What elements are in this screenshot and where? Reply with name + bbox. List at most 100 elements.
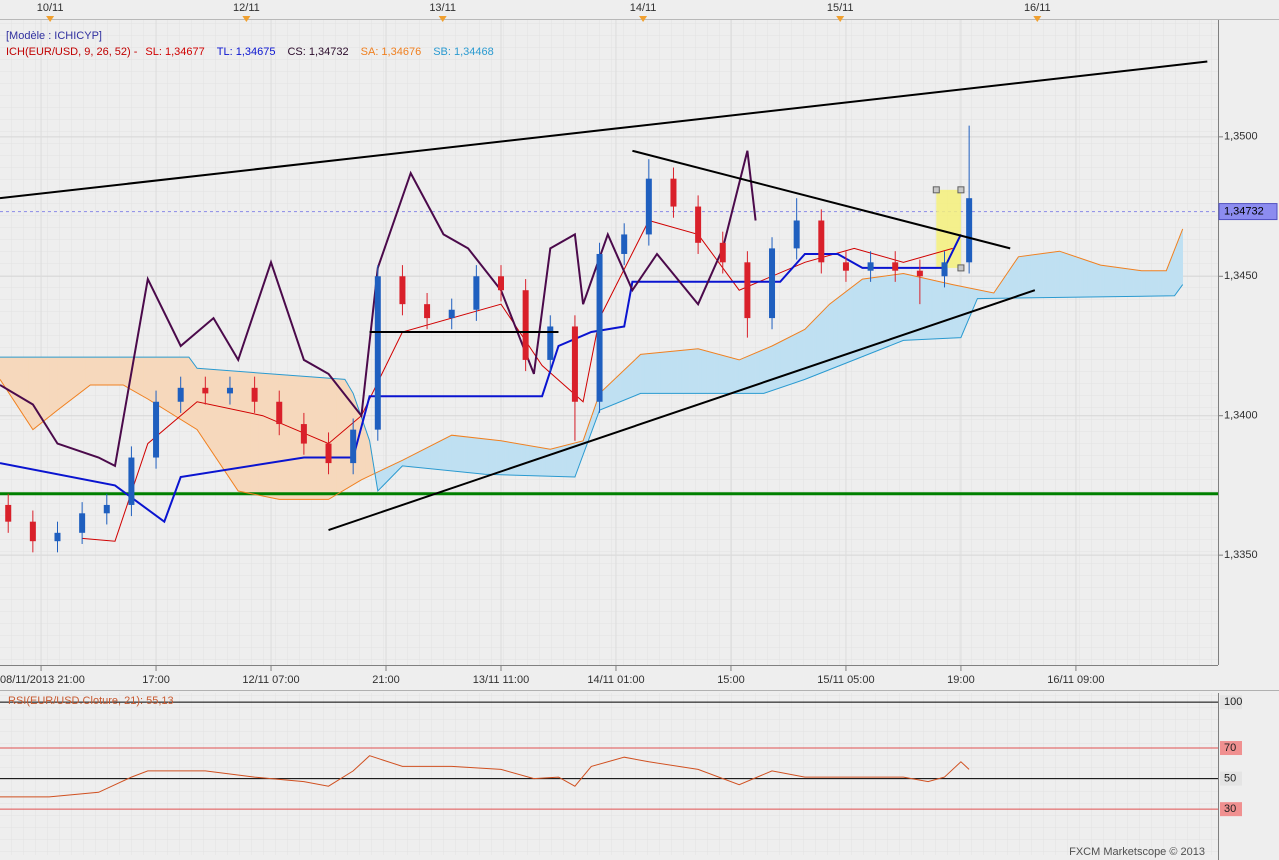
cloud-fill — [718, 354, 724, 394]
cloud-fill — [122, 356, 128, 388]
cloud-fill — [903, 273, 908, 341]
cloud-fill — [57, 356, 62, 411]
cloud-fill — [1046, 252, 1052, 298]
cloud-fill — [1104, 265, 1110, 298]
cloud-fill — [890, 274, 896, 346]
cloud-fill — [307, 376, 313, 500]
cloud-fill — [886, 274, 892, 348]
cloud-fill — [681, 349, 687, 394]
cloud-fill — [788, 335, 793, 386]
plot-area — [0, 20, 1218, 665]
indicator-line — [82, 219, 953, 542]
cloud-fill — [697, 348, 703, 394]
candle-body — [350, 429, 357, 464]
cloud-fill — [726, 356, 732, 394]
cloud-fill — [775, 341, 781, 390]
cloud-fill — [853, 281, 859, 361]
cloud-fill — [771, 343, 777, 391]
cloud-fill — [652, 352, 658, 394]
candle-body — [892, 262, 899, 271]
cloud-fill — [242, 371, 247, 493]
cloud-fill — [870, 277, 875, 354]
legend-entry: SL: 1,34677 — [145, 46, 204, 58]
date-label: 10/11 — [37, 2, 64, 14]
cloud-fill — [755, 350, 760, 394]
cloud-fill — [1161, 270, 1167, 297]
candle-body — [793, 220, 800, 249]
candle-body — [571, 326, 578, 402]
cloud-fill — [484, 438, 489, 475]
date-label: 15/11 — [827, 2, 854, 14]
cloud-fill — [40, 356, 46, 424]
cloud-fill — [139, 356, 144, 398]
cloud-fill — [320, 377, 325, 500]
trend-line — [0, 60, 1208, 200]
indicator-line — [0, 284, 1184, 493]
rsi-tick-box — [1220, 695, 1242, 710]
cloud-fill — [426, 445, 432, 470]
cloud-fill — [1149, 270, 1155, 297]
candle-body — [670, 178, 677, 207]
cloud-fill — [660, 351, 666, 394]
cloud-fill — [849, 284, 855, 362]
cloud-fill — [812, 316, 818, 377]
cloud-fill — [923, 277, 929, 340]
cloud-fill — [722, 355, 728, 394]
cloud-fill — [480, 438, 485, 475]
cloud-fill — [1071, 255, 1077, 298]
cloud-fill — [1059, 250, 1064, 298]
cloud-fill — [262, 372, 268, 498]
cloud-fill — [845, 287, 851, 364]
cloud-fill — [1112, 266, 1118, 297]
cloud-fill — [65, 356, 71, 405]
cloud-fill — [919, 276, 925, 340]
x-tick-label: 17:00 — [142, 674, 170, 686]
cloud-fill — [291, 375, 296, 500]
cloud-fill — [492, 439, 498, 475]
cloud-fill — [90, 356, 95, 386]
candle-body — [226, 387, 233, 394]
cloud-fill — [1153, 270, 1159, 297]
cloud-fill — [619, 369, 625, 403]
cloud-fill — [143, 356, 149, 400]
cloud-fill — [792, 333, 797, 384]
cloud-fill — [258, 372, 264, 497]
cloud-fill — [1079, 257, 1085, 298]
date-label: 16/11 — [1024, 2, 1051, 14]
cloud-fill — [217, 369, 223, 468]
candle-body — [744, 262, 751, 319]
candle-body — [374, 276, 381, 430]
cloud-fill — [665, 351, 670, 394]
cloud-fill — [77, 356, 83, 395]
cloud-fill — [496, 440, 502, 476]
cloud-fill — [944, 282, 949, 339]
cloud-fill — [443, 436, 448, 471]
cloud-fill — [73, 356, 79, 399]
cloud-fill — [796, 330, 802, 383]
cloud-fill — [648, 352, 654, 394]
cloud-fill — [192, 361, 198, 431]
cloud-fill — [710, 351, 715, 394]
cloud-fill — [221, 369, 227, 474]
cloud-fill — [628, 361, 633, 399]
cloud-fill — [1038, 253, 1044, 298]
candle-body — [645, 178, 652, 235]
rsi-title: RSI(EUR/USD.Cloture, 21): 55,13 — [8, 695, 174, 707]
candle-body — [177, 387, 184, 402]
cloud-fill — [85, 356, 91, 389]
cloud-fill — [730, 357, 736, 394]
cloud-fill — [644, 353, 650, 394]
date-label: 14/11 — [630, 2, 657, 14]
candle-body — [522, 290, 529, 360]
cloud-fill — [1042, 252, 1048, 298]
rsi-tick-label: 70 — [1224, 742, 1236, 754]
candle-body — [251, 387, 258, 402]
candle-body — [79, 513, 86, 533]
cloud-fill — [476, 437, 481, 475]
y-tick-label: 1,3400 — [1224, 410, 1258, 422]
cloud-fill — [147, 356, 153, 402]
cloud-fill — [233, 370, 239, 492]
candle-body — [54, 532, 61, 542]
cloud-fill — [816, 311, 822, 375]
